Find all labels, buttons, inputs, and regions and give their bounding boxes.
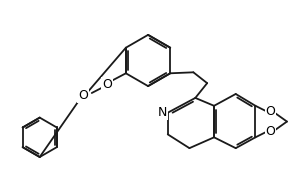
Text: N: N [158,106,168,119]
Text: O: O [78,89,88,102]
Text: O: O [265,125,275,138]
Text: O: O [102,78,112,91]
Text: O: O [265,105,275,118]
